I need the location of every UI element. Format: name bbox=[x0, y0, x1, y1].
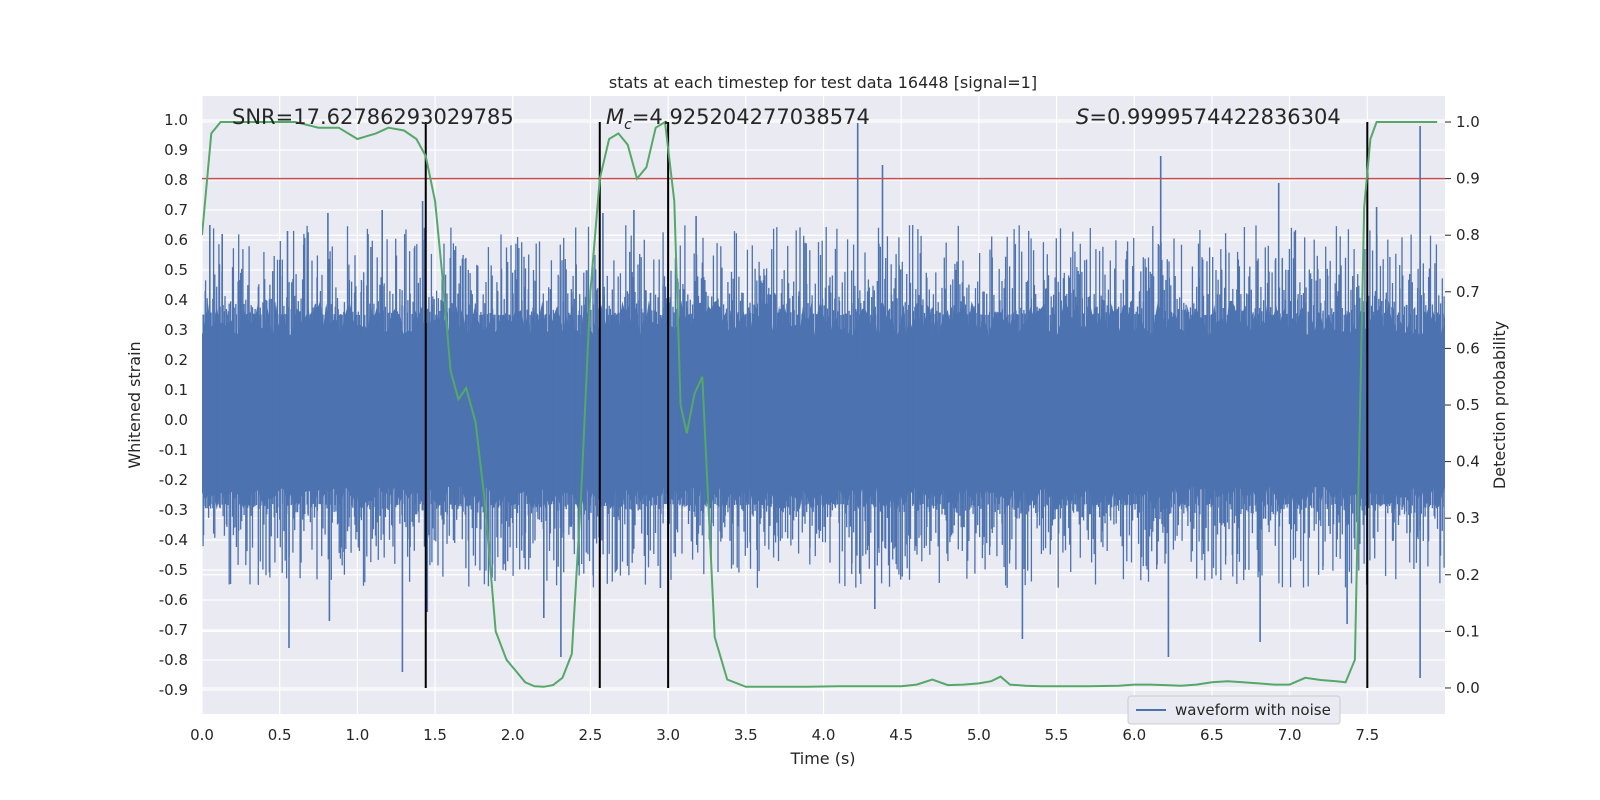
x-tick-label-3: 1.5 bbox=[423, 726, 447, 744]
x-tick-label-4: 2.0 bbox=[501, 726, 525, 744]
chirp-mass-subscript: c bbox=[624, 117, 632, 133]
right-tick-label-6: 0.4 bbox=[1456, 453, 1480, 471]
left-tick-label-9: 0.1 bbox=[164, 381, 188, 399]
x-tick-label-8: 4.0 bbox=[812, 726, 836, 744]
legend-label-waveform: waveform with noise bbox=[1175, 701, 1331, 719]
left-tick-label-16: -0.6 bbox=[159, 591, 188, 609]
left-tick-label-19: -0.9 bbox=[159, 681, 188, 699]
left-tick-label-3: 0.7 bbox=[164, 201, 188, 219]
left-tick-label-10: 0.0 bbox=[164, 411, 188, 429]
x-tick-label-12: 6.0 bbox=[1122, 726, 1146, 744]
left-tick-label-12: -0.2 bbox=[159, 471, 188, 489]
right-tick-label-0: 1.0 bbox=[1456, 113, 1480, 131]
left-tick-label-14: -0.4 bbox=[159, 531, 188, 549]
left-tick-label-8: 0.2 bbox=[164, 351, 188, 369]
s-value: =0.9999574422836304 bbox=[1089, 105, 1340, 129]
chart-title: stats at each timestep for test data 164… bbox=[609, 73, 1037, 92]
x-tick-label-15: 7.5 bbox=[1355, 726, 1379, 744]
left-tick-label-1: 0.9 bbox=[164, 141, 188, 159]
right-axis-ticks: 1.0 0.9 0.8 0.7 0.6 0.5 0.4 0.3 0.2 0.1 0.0 bbox=[1445, 113, 1480, 697]
x-tick-label-7: 3.5 bbox=[734, 726, 758, 744]
detection-probability-line bbox=[202, 120, 1438, 688]
x-tick-label-9: 4.5 bbox=[889, 726, 913, 744]
left-tick-label-17: -0.7 bbox=[159, 621, 188, 639]
legend-box bbox=[1127, 695, 1341, 725]
right-tick-label-10: 0.0 bbox=[1456, 679, 1480, 697]
left-tick-label-15: -0.5 bbox=[159, 561, 188, 579]
right-tick-label-8: 0.2 bbox=[1456, 566, 1480, 584]
x-axis-ticks: 0.0 0.5 1.0 1.5 2.0 2.5 3.0 3.5 4.0 4.5 5.0 5.5 6.0 6… bbox=[190, 726, 1379, 744]
chirp-mass-value: =4.925204277038574 bbox=[632, 105, 870, 129]
x-tick-label-11: 5.5 bbox=[1045, 726, 1069, 744]
vertical-markers bbox=[424, 122, 1369, 688]
right-tick-label-5: 0.5 bbox=[1456, 396, 1480, 414]
left-axis-ticks: 1.0 0.9 0.8 0.7 0.6 0.5 0.4 0.3 0.2 0.1 0.0 -0.1 -0.… bbox=[159, 111, 188, 699]
x-tick-label-13: 6.5 bbox=[1200, 726, 1224, 744]
left-tick-label-5: 0.5 bbox=[164, 261, 188, 279]
x-axis-label: Time (s) bbox=[789, 749, 855, 768]
right-tick-label-7: 0.3 bbox=[1456, 509, 1480, 527]
left-tick-label-7: 0.3 bbox=[164, 321, 188, 339]
left-tick-label-11: -0.1 bbox=[159, 441, 188, 459]
s-annotation: S=0.9999574422836304 bbox=[1076, 105, 1341, 129]
left-tick-label-4: 0.6 bbox=[164, 231, 188, 249]
right-tick-label-4: 0.6 bbox=[1456, 339, 1480, 357]
left-tick-label-2: 0.8 bbox=[164, 171, 188, 189]
left-tick-label-6: 0.4 bbox=[164, 291, 188, 309]
right-tick-label-2: 0.8 bbox=[1456, 226, 1480, 244]
right-tick-label-9: 0.1 bbox=[1456, 622, 1480, 640]
legend: waveform with noise bbox=[1127, 695, 1341, 725]
right-axis-label: Detection probability bbox=[1490, 321, 1509, 489]
x-tick-label-10: 5.0 bbox=[967, 726, 991, 744]
left-tick-label-0: 1.0 bbox=[164, 111, 188, 129]
right-tick-label-3: 0.7 bbox=[1456, 283, 1480, 301]
chirp-mass-symbol: M bbox=[606, 105, 624, 129]
chirp-mass-annotation: Mc=4.925204277038574 bbox=[606, 105, 870, 133]
x-tick-label-0: 0.0 bbox=[190, 726, 214, 744]
right-tick-label-1: 0.9 bbox=[1456, 170, 1480, 188]
x-tick-label-2: 1.0 bbox=[345, 726, 369, 744]
strain-spikes bbox=[202, 123, 1445, 678]
left-tick-label-18: -0.8 bbox=[159, 651, 188, 669]
x-tick-label-5: 2.5 bbox=[579, 726, 603, 744]
s-symbol: S bbox=[1076, 105, 1089, 129]
left-axis-label: Whitened strain bbox=[125, 341, 144, 468]
snr-annotation: SNR=17.62786293029785 bbox=[232, 105, 514, 129]
x-tick-label-1: 0.5 bbox=[268, 726, 292, 744]
x-tick-label-14: 7.0 bbox=[1278, 726, 1302, 744]
left-tick-label-13: -0.3 bbox=[159, 501, 188, 519]
x-tick-label-6: 3.0 bbox=[656, 726, 680, 744]
